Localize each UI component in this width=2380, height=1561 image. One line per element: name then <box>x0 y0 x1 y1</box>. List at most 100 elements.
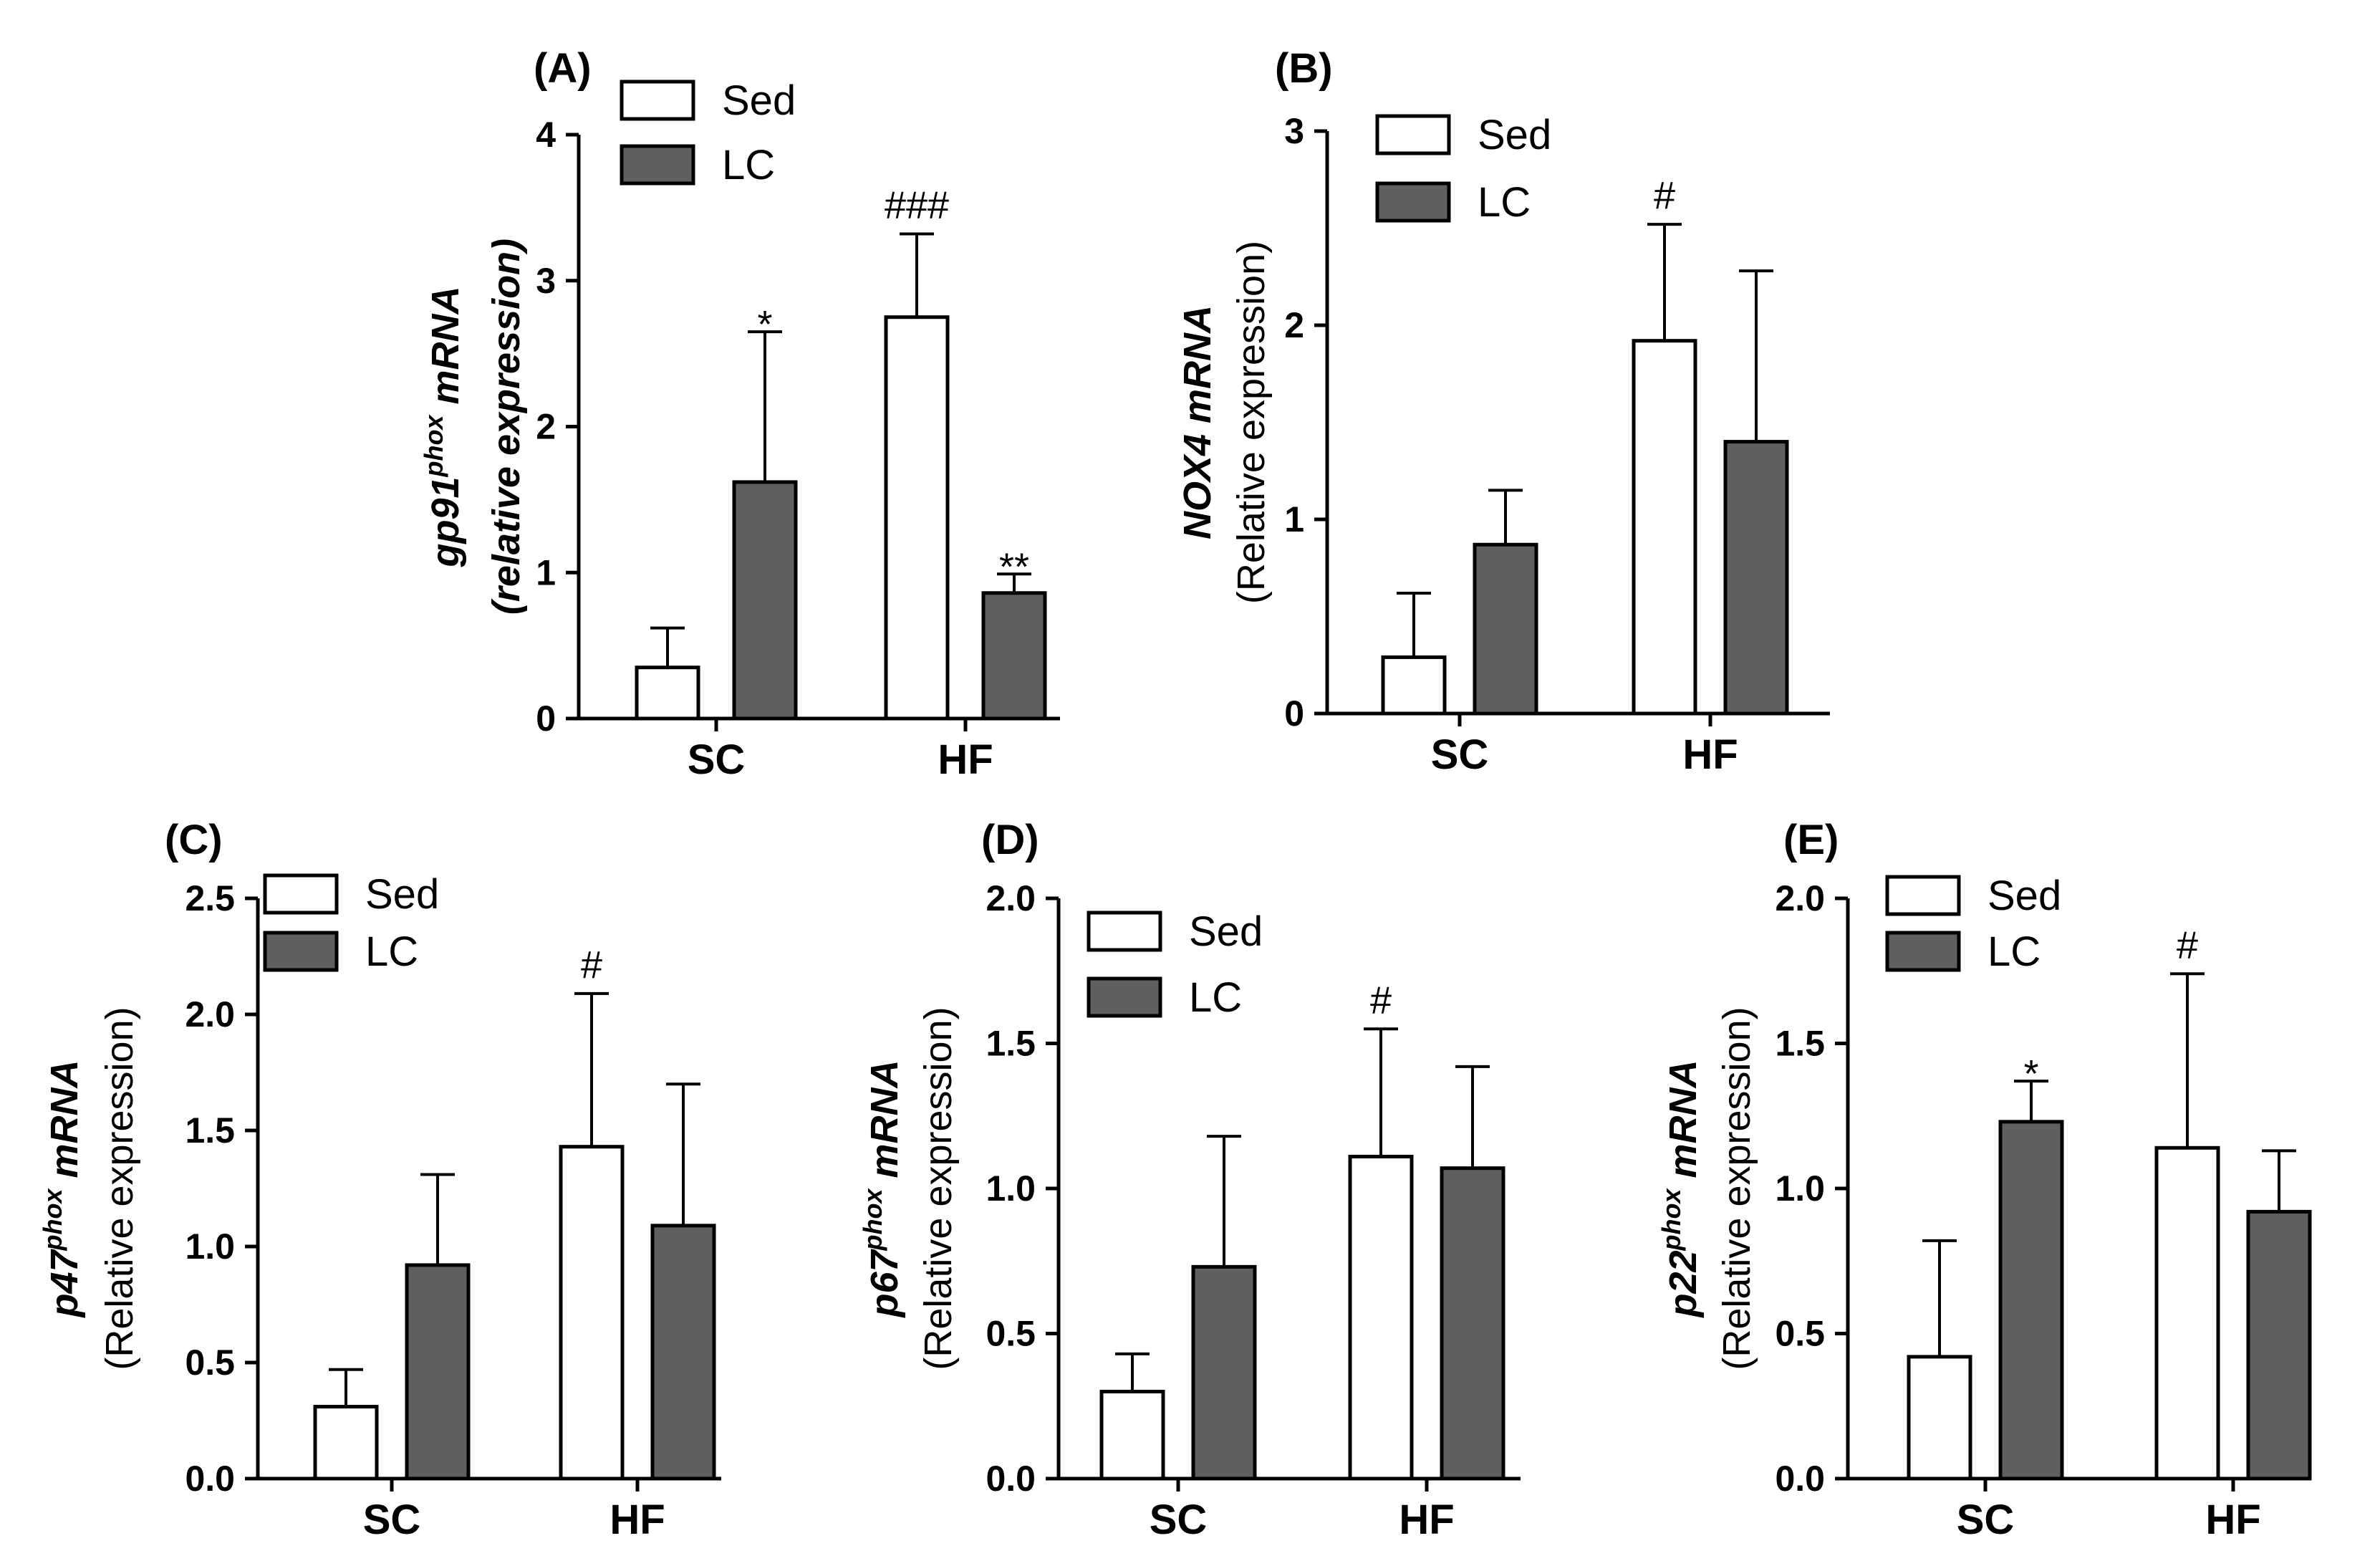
legend-label: Sed <box>365 871 439 918</box>
y-tick-label: 2 <box>1284 305 1304 345</box>
y-tick-label: 1.5 <box>1775 1024 1825 1064</box>
y-axis-label-line2: (relative expression) <box>485 239 528 615</box>
y-tick-label: 0.0 <box>185 1459 235 1499</box>
y-axis-label-line1: p22phox mRNA <box>1657 1060 1705 1318</box>
x-tick-label: SC <box>688 736 746 783</box>
y-tick-label: 1.0 <box>185 1226 235 1267</box>
bar <box>2154 1145 2220 1481</box>
y-tick-label: 2.0 <box>986 878 1036 918</box>
y-tick-label: 3 <box>536 261 556 301</box>
bar <box>559 1145 625 1481</box>
panel-label: (A) <box>534 45 592 92</box>
legend-label: LC <box>722 142 775 188</box>
significance-annotation: # <box>2177 923 2198 966</box>
y-tick-label: 0.5 <box>185 1343 235 1383</box>
y-tick-label: 0.5 <box>986 1314 1036 1354</box>
legend-swatch <box>620 144 695 186</box>
x-tick-label: SC <box>1431 731 1489 778</box>
bar <box>732 480 798 721</box>
y-tick-label: 2.0 <box>1775 878 1825 918</box>
y-tick-label: 0.5 <box>1775 1314 1825 1354</box>
y-tick-label: 1.0 <box>1775 1168 1825 1209</box>
panel-label: (E) <box>1783 817 1839 863</box>
panel-label: (B) <box>1275 45 1333 92</box>
y-tick-label: 1.0 <box>986 1168 1036 1209</box>
y-tick-label: 0.0 <box>1775 1459 1825 1499</box>
bar <box>1099 1390 1165 1481</box>
chart-panel: (E) 0.0 0.5 1.0 1.5 2.0 SC HF # * Sed LC p22phox mRN… <box>1657 817 2312 1543</box>
panel-label: (D) <box>981 817 1039 863</box>
significance-annotation: # <box>581 943 602 986</box>
y-axis-label-suffix: mRNA <box>863 1060 906 1188</box>
x-tick-label: HF <box>938 736 993 783</box>
x-tick-label: SC <box>1957 1497 2015 1543</box>
significance-annotation: * <box>757 303 772 346</box>
y-tick-label: 1 <box>536 552 556 592</box>
panel-label: (C) <box>165 817 223 863</box>
legend-label: LC <box>1988 928 2041 975</box>
legend-label: Sed <box>1478 112 1551 158</box>
y-tick-label: 2.5 <box>185 878 235 918</box>
y-tick-label: 0.0 <box>986 1459 1036 1499</box>
y-tick-label: 0 <box>536 698 556 739</box>
x-tick-label: HF <box>610 1497 665 1543</box>
y-axis-label-main: p47 <box>43 1249 86 1319</box>
legend-swatch <box>1375 181 1451 223</box>
y-tick-label: 2 <box>536 407 556 447</box>
y-axis-label-superscript: phox <box>1657 1188 1686 1252</box>
chart-panel: (C) 0.0 0.5 1.0 1.5 2.0 2.5 SC HF # Sed LC p47phox m… <box>38 817 721 1543</box>
bar <box>1723 440 1789 716</box>
y-axis-label-line1: gp91phox mRNA <box>419 286 467 567</box>
y-axis-label-line1: p47phox mRNA <box>38 1060 86 1318</box>
y-axis-label-superscript: phox <box>858 1188 887 1252</box>
y-axis-label-line2: (Relative expression) <box>1715 1007 1758 1370</box>
y-axis-label-line2: (Relative expression) <box>917 1007 960 1370</box>
y-axis-label-main: NOX4 mRNA <box>1176 305 1219 539</box>
y-axis-label-line2: (Relative expression) <box>98 1007 141 1370</box>
significance-annotation: # <box>1370 979 1392 1022</box>
y-axis-label-main: p22 <box>1662 1250 1705 1318</box>
significance-annotation: ** <box>999 545 1029 588</box>
legend-swatch <box>1885 875 1961 916</box>
bar <box>1632 339 1697 716</box>
y-axis-label-main: gp91 <box>424 476 467 567</box>
y-axis-label-suffix: mRNA <box>43 1060 86 1188</box>
bar <box>1473 542 1538 716</box>
bar <box>1381 655 1447 716</box>
legend-swatch <box>1375 114 1451 155</box>
bar <box>313 1405 379 1481</box>
y-axis-label-line1: p67phox mRNA <box>858 1060 906 1318</box>
bar <box>981 591 1047 721</box>
y-tick-label: 1 <box>1284 499 1304 539</box>
chart-panel: (B) 0 1 2 3 SC HF # Sed LC NOX4 mRNA (Relative expr… <box>1176 45 1830 778</box>
legend-swatch <box>1087 976 1162 1018</box>
legend-label: LC <box>365 928 418 975</box>
legend-label: Sed <box>1988 873 2061 919</box>
y-tick-label: 3 <box>1284 111 1304 151</box>
legend-swatch <box>1087 911 1162 952</box>
legend-swatch <box>263 931 339 972</box>
y-tick-label: 4 <box>536 115 556 155</box>
x-tick-label: HF <box>1682 731 1738 778</box>
y-tick-label: 0 <box>1284 693 1304 734</box>
bar <box>635 666 700 721</box>
legend-label: Sed <box>722 77 796 124</box>
chart-panel: (D) 0.0 0.5 1.0 1.5 2.0 SC HF # Sed LC p67phox mRNA… <box>858 817 1521 1543</box>
y-axis-label-line2: (Relative expression) <box>1230 241 1273 604</box>
legend-label: LC <box>1478 179 1531 226</box>
bar <box>1348 1154 1414 1481</box>
y-axis-label-superscript: phox <box>419 414 448 478</box>
legend-swatch <box>620 80 695 121</box>
y-tick-label: 2.0 <box>185 994 235 1034</box>
y-tick-label: 1.5 <box>986 1024 1036 1064</box>
y-axis-label-suffix: mRNA <box>1662 1060 1705 1188</box>
bar <box>1191 1264 1257 1481</box>
legend-swatch <box>1885 931 1961 972</box>
y-axis-label-line1: NOX4 mRNA <box>1176 305 1219 539</box>
bar <box>650 1224 716 1481</box>
legend-label: LC <box>1189 974 1242 1021</box>
legend-label: Sed <box>1189 908 1263 955</box>
bar <box>405 1263 471 1481</box>
